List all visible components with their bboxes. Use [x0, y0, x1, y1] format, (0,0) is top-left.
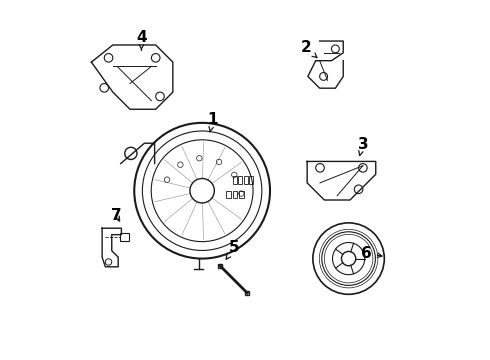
- Text: 5: 5: [226, 240, 240, 259]
- Text: 3: 3: [358, 137, 368, 156]
- Text: 7: 7: [111, 208, 122, 223]
- Text: 1: 1: [208, 112, 218, 132]
- Text: 4: 4: [136, 30, 147, 50]
- Text: 2: 2: [300, 40, 317, 58]
- Text: 6: 6: [361, 246, 382, 261]
